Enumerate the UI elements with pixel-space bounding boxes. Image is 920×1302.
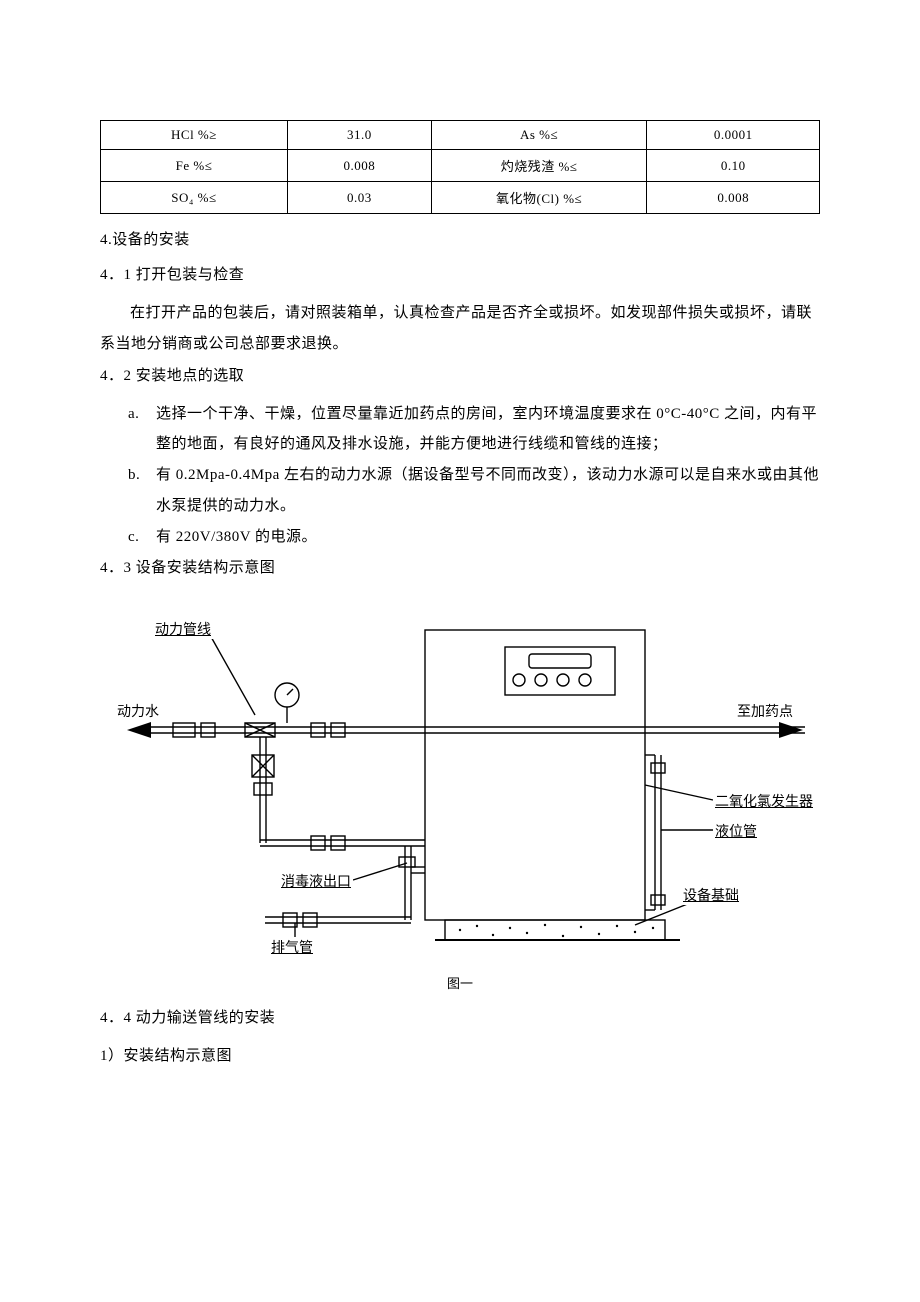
cell: Fe %≤	[101, 150, 288, 182]
cell: 31.0	[287, 121, 431, 150]
figure-1: 动力管线 动力水 至加药点 二氧化氯发生器 液位管 设备基础 消毒液出口 排气管	[115, 605, 805, 955]
document-page: HCl %≥ 31.0 As %≤ 0.0001 Fe %≤ 0.008 灼烧残…	[0, 0, 920, 1302]
list-marker: a.	[128, 399, 139, 430]
table-row: Fe %≤ 0.008 灼烧残渣 %≤ 0.10	[101, 150, 820, 182]
cell: 灼烧残渣 %≤	[431, 150, 647, 182]
list-item: a. 选择一个干净、干燥，位置尽量靠近加药点的房间，室内环境温度要求在 0°C-…	[128, 399, 820, 461]
list-text: 有 220V/380V 的电源。	[156, 529, 317, 545]
cell: 0.10	[647, 150, 820, 182]
list-marker: b.	[128, 460, 140, 491]
label-clo2-gen: 二氧化氯发生器	[713, 791, 815, 811]
section-4-4-item1: 1）安装结构示意图	[100, 1041, 820, 1072]
list-text: 选择一个干净、干燥，位置尽量靠近加药点的房间，室内环境温度要求在 0°C-40°…	[156, 406, 817, 453]
list-text: 有 0.2Mpa-0.4Mpa 左右的动力水源（据设备型号不同而改变），该动力水…	[156, 467, 819, 514]
para-text: 在打开产品的包装后，请对照装箱单，认真检查产品是否齐全或损坏。如发现部件损失或损…	[100, 305, 812, 352]
cell: 氧化物(Cl) %≤	[431, 182, 647, 214]
figure-wrap: 动力管线 动力水 至加药点 二氧化氯发生器 液位管 设备基础 消毒液出口 排气管…	[100, 605, 820, 992]
label-to-dosing: 至加药点	[735, 701, 795, 721]
label-power-water: 动力水	[115, 701, 161, 721]
table-row: HCl %≥ 31.0 As %≤ 0.0001	[101, 121, 820, 150]
section-4-3-title: 4．3 设备安装结构示意图	[100, 556, 820, 577]
figure-caption: 图一	[447, 973, 473, 992]
list-marker: c.	[128, 522, 139, 553]
spec-table: HCl %≥ 31.0 As %≤ 0.0001 Fe %≤ 0.008 灼烧残…	[100, 120, 820, 214]
label-disinfect-out: 消毒液出口	[279, 871, 353, 891]
label-base: 设备基础	[681, 885, 741, 905]
list-item: c. 有 220V/380V 的电源。	[128, 522, 820, 553]
cell: As %≤	[431, 121, 647, 150]
table-row: SO₄ %≤ 0.03 氧化物(Cl) %≤ 0.008	[101, 182, 820, 214]
cell: 0.008	[287, 150, 431, 182]
cell: 0.0001	[647, 121, 820, 150]
section-4-1-title: 4．1 打开包装与检查	[100, 263, 820, 284]
list-item: b. 有 0.2Mpa-0.4Mpa 左右的动力水源（据设备型号不同而改变），该…	[128, 460, 820, 522]
cell: 0.03	[287, 182, 431, 214]
section-4-2-list: a. 选择一个干净、干燥，位置尽量靠近加药点的房间，室内环境温度要求在 0°C-…	[100, 399, 820, 553]
cell: SO₄ %≤	[101, 182, 288, 214]
cell: 0.008	[647, 182, 820, 214]
section-4-2-title: 4．2 安装地点的选取	[100, 364, 820, 385]
section-4-title: 4.设备的安装	[100, 228, 820, 249]
cell: HCl %≥	[101, 121, 288, 150]
section-4-1-para: 在打开产品的包装后，请对照装箱单，认真检查产品是否齐全或损坏。如发现部件损失或损…	[100, 298, 820, 360]
label-level-pipe: 液位管	[713, 821, 759, 841]
section-4-4-title: 4．4 动力输送管线的安装	[100, 1006, 820, 1027]
label-power-pipe: 动力管线	[153, 619, 213, 639]
label-exhaust: 排气管	[269, 937, 315, 957]
